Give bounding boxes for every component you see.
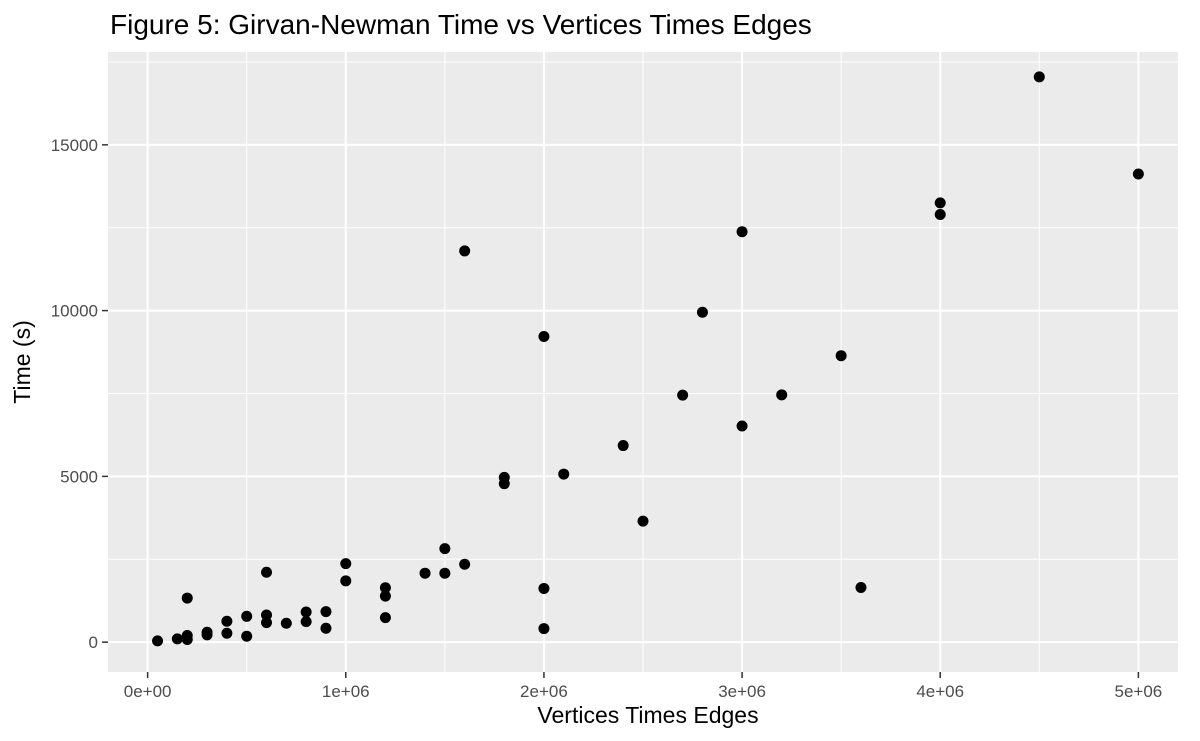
data-point xyxy=(1033,71,1045,83)
data-points xyxy=(152,71,1144,647)
data-point xyxy=(439,567,451,579)
y-tick-label: 0 xyxy=(89,633,98,652)
x-tick-label: 5e+06 xyxy=(1114,682,1162,701)
data-point xyxy=(637,515,649,527)
data-point xyxy=(677,389,689,401)
y-tick-label: 15000 xyxy=(51,136,98,155)
data-point xyxy=(696,306,708,318)
data-point xyxy=(201,626,213,638)
data-point xyxy=(538,582,550,594)
data-point xyxy=(221,615,233,627)
data-point xyxy=(617,440,629,452)
data-point xyxy=(300,606,312,618)
data-point xyxy=(419,567,431,579)
data-point xyxy=(379,590,391,602)
data-point xyxy=(776,389,788,401)
data-point xyxy=(181,630,193,642)
data-point xyxy=(538,330,550,342)
data-point xyxy=(379,612,391,624)
x-tick-label: 2e+06 xyxy=(520,682,568,701)
data-point xyxy=(241,630,253,642)
data-point xyxy=(1132,168,1144,180)
x-tick-label: 0e+00 xyxy=(124,682,172,701)
y-axis-label: Time (s) xyxy=(9,320,35,403)
data-point xyxy=(439,543,451,555)
x-axis-label: Vertices Times Edges xyxy=(537,702,758,728)
y-axis: 0 5000 10000 15000 xyxy=(51,136,108,652)
data-point xyxy=(320,622,332,634)
data-point xyxy=(300,616,312,628)
y-tick-label: 10000 xyxy=(51,302,98,321)
data-point xyxy=(280,617,292,629)
data-point xyxy=(171,633,183,645)
data-point xyxy=(241,610,253,622)
chart-title: Figure 5: Girvan-Newman Time vs Vertices… xyxy=(110,9,812,40)
x-tick-label: 4e+06 xyxy=(916,682,964,701)
x-axis: 0e+00 1e+06 2e+06 3e+06 4e+06 5e+06 xyxy=(124,672,1162,701)
data-point xyxy=(736,420,748,432)
data-point xyxy=(261,609,273,621)
data-point xyxy=(379,582,391,594)
data-point xyxy=(221,627,233,639)
data-point xyxy=(736,226,748,238)
data-point xyxy=(320,606,332,618)
data-point xyxy=(934,197,946,209)
data-point xyxy=(340,575,352,587)
data-point xyxy=(558,468,570,480)
data-point xyxy=(181,592,193,604)
y-tick-label: 5000 xyxy=(60,467,98,486)
data-point xyxy=(261,617,273,629)
x-tick-label: 1e+06 xyxy=(322,682,370,701)
data-point xyxy=(261,566,273,578)
data-point xyxy=(152,635,164,647)
data-point xyxy=(538,623,550,635)
data-point xyxy=(855,581,867,593)
data-point xyxy=(498,471,510,483)
data-point xyxy=(934,208,946,220)
data-point xyxy=(340,558,352,570)
x-tick-label: 3e+06 xyxy=(718,682,766,701)
data-point xyxy=(835,350,847,362)
data-point xyxy=(459,558,471,570)
data-point xyxy=(459,245,471,257)
